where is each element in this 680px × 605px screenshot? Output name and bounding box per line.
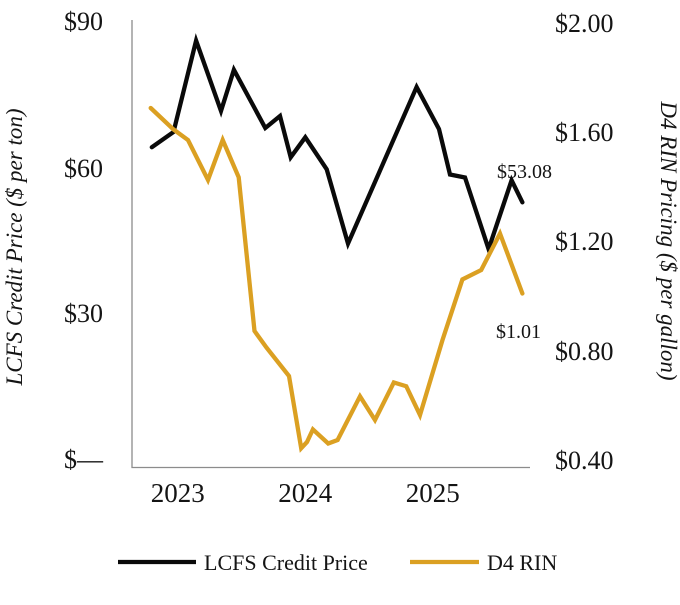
svg-text:$30: $30 [64, 299, 103, 328]
svg-text:$2.00: $2.00 [555, 9, 614, 38]
svg-text:$1.20: $1.20 [555, 227, 614, 256]
svg-text:LCFS Credit Price: LCFS Credit Price [204, 550, 368, 575]
svg-text:$1.60: $1.60 [555, 118, 614, 147]
svg-text:$1.01: $1.01 [496, 321, 541, 343]
svg-text:$0.80: $0.80 [555, 337, 614, 366]
svg-text:$53.08: $53.08 [497, 161, 552, 183]
svg-text:$60: $60 [64, 154, 103, 183]
svg-text:D4 RIN Pricing ($ per gallon): D4 RIN Pricing ($ per gallon) [656, 100, 680, 380]
svg-text:D4 RIN: D4 RIN [487, 550, 557, 575]
svg-text:LCFS Credit Price ($ per ton): LCFS Credit Price ($ per ton) [2, 108, 27, 386]
svg-text:$0.40: $0.40 [555, 446, 614, 475]
svg-text:$90: $90 [64, 7, 103, 36]
svg-text:2024: 2024 [278, 478, 333, 508]
svg-text:2025: 2025 [406, 478, 460, 508]
svg-text:2023: 2023 [151, 478, 205, 508]
svg-text:$—: $— [64, 445, 104, 474]
